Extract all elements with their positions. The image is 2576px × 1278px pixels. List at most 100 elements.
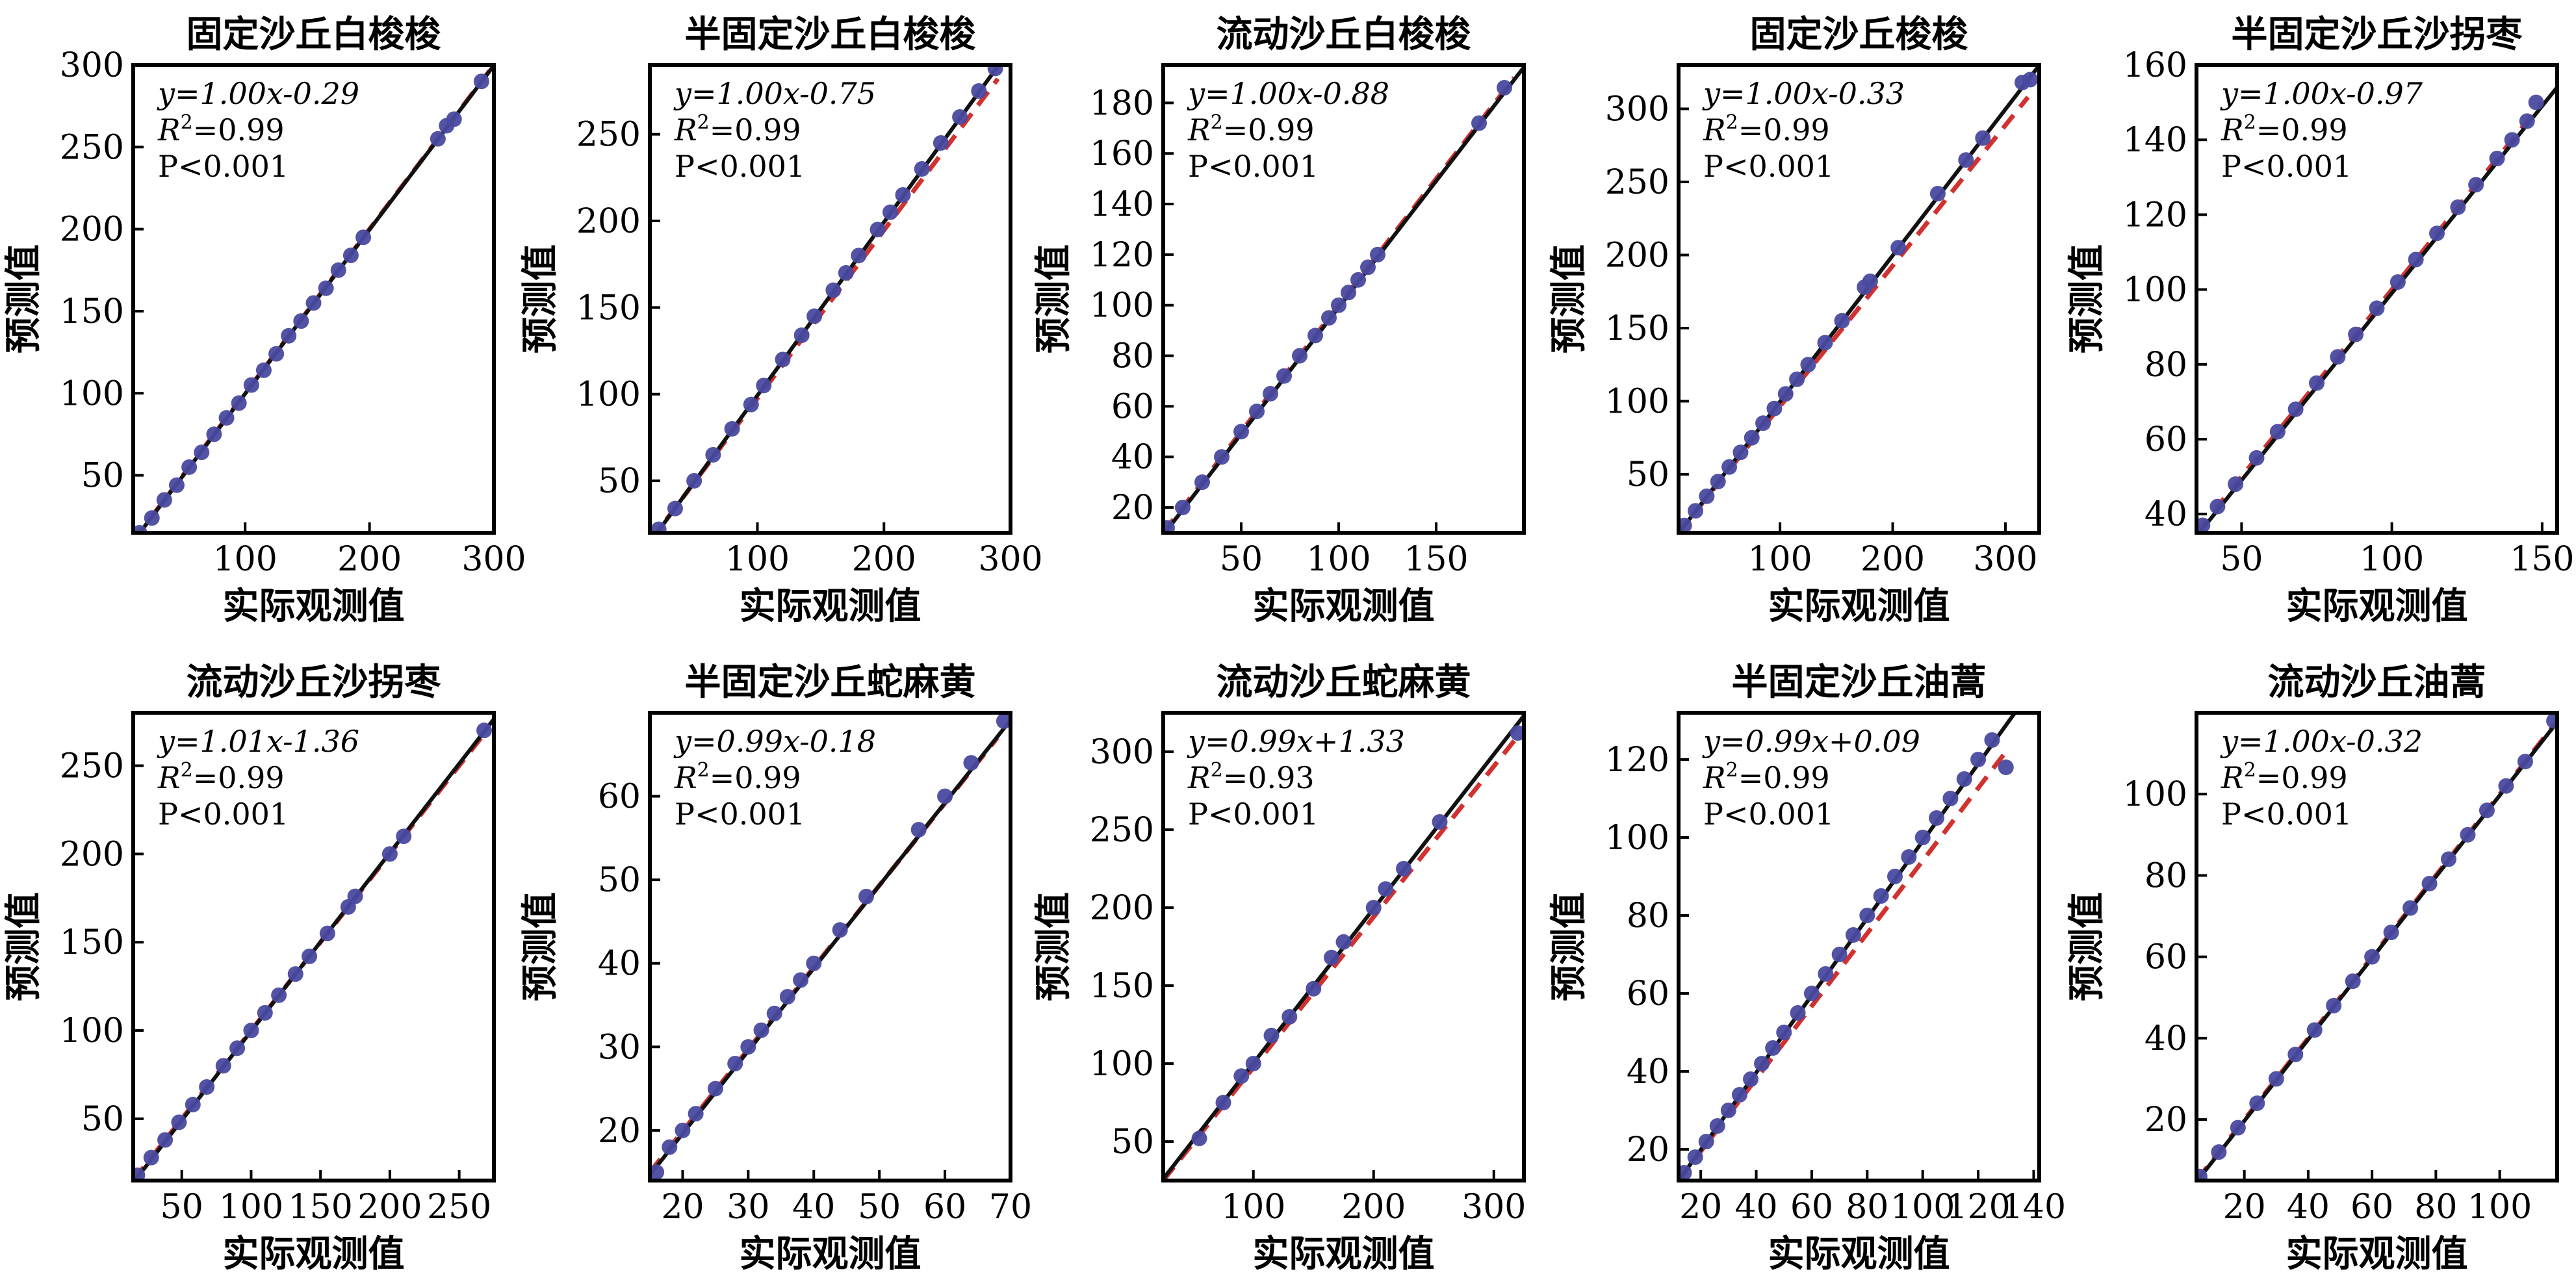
- data-point: [1998, 760, 2014, 775]
- data-point: [910, 822, 927, 837]
- y-tick-label: 40: [2145, 495, 2187, 534]
- y-tick-label: 150: [576, 288, 641, 327]
- data-point: [2269, 424, 2286, 440]
- data-point: [1744, 429, 1760, 446]
- y-tick-label: 150: [1090, 967, 1154, 1006]
- data-point: [882, 204, 898, 220]
- y-tick-label: 250: [60, 128, 124, 167]
- data-point: [756, 377, 772, 394]
- chart-title: 流动沙丘白梭梭: [1217, 14, 1471, 56]
- r-squared-label: R2=0.99: [1703, 759, 1830, 795]
- data-point: [281, 327, 297, 344]
- r-squared-value: 0.99: [218, 112, 284, 147]
- data-point: [476, 722, 493, 739]
- data-point: [724, 421, 740, 437]
- r-squared-value: 0.99: [1248, 112, 1314, 147]
- x-tick-label: 50: [2220, 540, 2263, 579]
- r-squared-value: 0.99: [734, 112, 801, 147]
- data-point: [705, 447, 721, 463]
- data-point: [1790, 1005, 1806, 1021]
- y-tick-label: 60: [2145, 420, 2187, 459]
- data-point: [2196, 1168, 2208, 1181]
- x-tick-label: 300: [978, 540, 1042, 579]
- y-tick-label: 100: [1090, 287, 1154, 326]
- y-tick-label: 100: [1605, 383, 1669, 422]
- data-point: [231, 395, 247, 411]
- y-tick-label: 250: [1090, 811, 1154, 850]
- data-point: [268, 346, 285, 362]
- data-point: [2228, 476, 2244, 492]
- data-point: [1800, 357, 1816, 373]
- data-point: [215, 1058, 231, 1074]
- y-tick-label: 20: [1111, 489, 1154, 528]
- data-point: [1732, 444, 1749, 461]
- data-point: [1306, 980, 1322, 997]
- chart-panel-3: 流动沙丘白梭梭 50 100 150 20 40 60 80 100 120 140 160 180 实际…: [1033, 14, 1526, 628]
- data-point: [2248, 450, 2265, 466]
- data-point: [319, 925, 335, 941]
- x-tick-label: 60: [1790, 1188, 1833, 1227]
- y-tick-label: 50: [1627, 455, 1669, 494]
- y-tick-label: 50: [598, 462, 641, 501]
- data-point: [185, 1097, 201, 1113]
- fit-line: [650, 719, 1011, 1177]
- r-squared-label: R2=0.99: [157, 759, 285, 795]
- superscript-2: 2: [697, 759, 710, 782]
- y-tick-label: 200: [60, 835, 124, 874]
- r-squared-value: 0.99: [218, 760, 284, 795]
- x-tick-label: 60: [2351, 1188, 2393, 1227]
- p-value-label: P<0.001: [1703, 797, 1834, 832]
- chart-panel-2: 半固定沙丘白梭梭 100 200 300 50 100 150 200 250 实际观测值 预测值 y…: [519, 14, 1043, 628]
- chart-title: 流动沙丘蛇麻黄: [1217, 661, 1471, 704]
- data-point: [243, 1023, 259, 1039]
- data-point: [243, 377, 259, 393]
- x-tick-label: 100: [725, 540, 790, 579]
- r-symbol: R: [1703, 760, 1726, 795]
- data-point: [2309, 375, 2325, 391]
- data-point: [2249, 1095, 2265, 1112]
- data-point: [1956, 771, 1972, 787]
- x-tick-label: 20: [661, 1188, 704, 1227]
- data-point: [1890, 240, 1907, 256]
- regression-equation: y=1.00x-0.75: [673, 76, 876, 111]
- chart-title: 流动沙丘沙拐枣: [187, 661, 442, 704]
- y-tick-label: 200: [576, 202, 641, 241]
- x-tick-label: 150: [1404, 540, 1468, 579]
- y-axis-label: 预测值: [1033, 892, 1075, 1001]
- data-point: [1721, 459, 1738, 475]
- data-point: [2287, 1046, 2304, 1062]
- y-tick-label: 300: [60, 46, 124, 85]
- data-point: [330, 262, 346, 278]
- data-point: [2306, 1022, 2323, 1038]
- r-symbol: R: [2221, 112, 2244, 147]
- data-point: [181, 459, 198, 475]
- data-point: [1942, 791, 1959, 806]
- data-point: [1687, 1149, 1703, 1165]
- r-squared-value: 0.99: [2281, 112, 2347, 147]
- data-point: [1970, 752, 1987, 767]
- data-point: [1432, 814, 1448, 830]
- y-tick-label: 100: [60, 1012, 124, 1051]
- y-tick-label: 80: [2145, 856, 2187, 895]
- y-tick-label: 180: [1090, 84, 1154, 123]
- plot-frame: [1161, 711, 1526, 1182]
- plot-frame: [131, 711, 496, 1182]
- x-tick-label: 200: [357, 1188, 422, 1227]
- plot-frame: [131, 63, 496, 535]
- data-point: [2408, 251, 2424, 268]
- y-tick-label: 140: [1090, 185, 1154, 224]
- data-point: [851, 248, 867, 264]
- superscript-2: 2: [1726, 111, 1738, 134]
- data-point: [1710, 474, 1726, 490]
- data-point: [971, 83, 987, 99]
- superscript-2: 2: [1726, 759, 1738, 782]
- regression-equation: y=1.00x-0.97: [2220, 76, 2423, 111]
- x-axis-label: 实际观测值: [740, 1233, 921, 1275]
- x-tick-label: 100: [1221, 1188, 1285, 1227]
- data-point: [144, 510, 160, 526]
- y-tick-label: 50: [598, 861, 641, 900]
- data-point: [168, 477, 185, 493]
- data-point: [1975, 130, 1991, 146]
- y-tick-label: 80: [2145, 346, 2187, 385]
